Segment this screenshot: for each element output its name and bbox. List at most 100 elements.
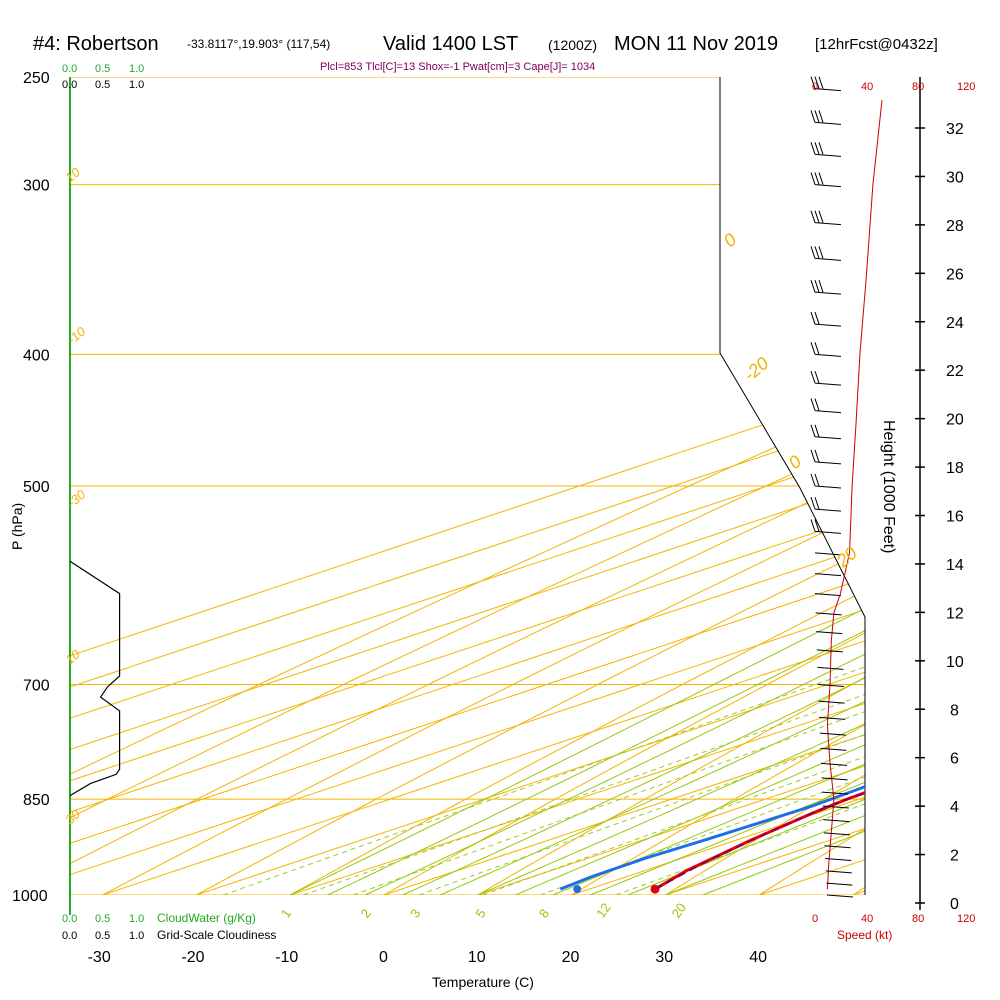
cloud-water-scale-bottom: 1.0 [129,913,144,925]
mixing-ratio-line [303,353,865,895]
cloudiness-scale-bottom: 0.0 [62,930,77,942]
wind-speed-profile [826,100,883,890]
speed-scale-bottom: 120 [957,913,975,925]
dry-adiabat [70,77,865,895]
isotherm-line [852,77,865,895]
mixing-ratio-line [418,353,865,895]
height-tick-label: 4 [950,799,959,816]
temperature-tick-label: 10 [468,949,486,966]
dry-adiabat-label: 20 [832,543,861,572]
mixing-ratio-label: 20 [668,900,689,920]
speed-scale-top: 0 [812,81,818,93]
dry-adiabat-label: -20 [740,353,773,385]
speed-scale-top: 40 [861,81,873,93]
mixing-ratio-label: 12 [593,900,614,920]
moist-adiabat [552,184,865,895]
speed-scale-bottom: 40 [861,913,873,925]
wind-barb [810,473,842,489]
cloudiness-scale-bottom: 0.5 [95,930,110,942]
wind-barb [810,370,842,386]
wind-barb [814,552,842,556]
mixing-ratio-label: 1 [278,906,294,921]
mixing-ratio-line [615,353,865,895]
wind-barb [810,519,842,534]
wind-barb [826,882,853,886]
isotherm-line [70,77,865,895]
speed-axis-title: Speed (kt) [837,928,892,942]
speed-scale-bottom: 80 [912,913,924,925]
dry-adiabat-label: 30 [62,806,83,827]
cloud-water-scale-top: 1.0 [129,63,144,75]
cloudiness-scale-top: 0.0 [62,79,77,91]
pressure-tick-label: 500 [23,479,50,496]
dewpoint-line [559,98,865,891]
temperature-tick-label: 0 [379,949,388,966]
parcel-parameters: Plcl=853 Tlcl[C]=13 Shox=-1 Pwat[cm]=3 C… [320,61,595,73]
height-tick-label: 24 [946,315,964,332]
cloudiness-scale-top: 1.0 [129,79,144,91]
wind-barb [810,142,842,157]
wind-barb [814,573,842,577]
cloudiness-scale-top: 0.5 [95,79,110,91]
wind-barb [815,612,842,616]
wind-barb [810,496,842,512]
isotherm-line [70,77,865,895]
dry-adiabat [571,77,865,895]
wind-barb [819,732,846,736]
pressure-tick-label: 400 [23,347,50,364]
station-title: #4: Robertson [33,33,159,55]
cloudiness-label: Grid-Scale Cloudiness [157,928,276,942]
pressure-tick-label: 850 [23,792,50,809]
wind-barb [822,791,849,795]
speed-scale-top: 80 [912,81,924,93]
wind-barb [826,894,854,898]
mixing-ratio-line [353,353,865,895]
moist-adiabat [590,184,865,895]
wind-barb [825,870,852,874]
speed-scale-top: 120 [957,81,975,93]
temperature-tick-label: -30 [88,949,111,966]
dry-adiabat-label: 0 [720,229,741,251]
mixing-ratio-line [539,353,865,895]
height-tick-label: 28 [946,218,964,235]
temperature-tick-label: 30 [655,949,673,966]
valid-zulu: (1200Z) [548,37,597,53]
temperature-tick-label: 40 [749,949,767,966]
height-tick-label: 22 [946,363,964,380]
wind-barb [817,666,844,670]
height-axis-title: Height (1000 Feet) [880,420,897,553]
wind-barb [810,342,842,357]
height-tick-label: 12 [946,605,964,622]
cloudiness-scale-bottom: 1.0 [129,930,144,942]
forecast-run: [12hrFcst@0432z] [815,36,938,53]
wind-barb [810,280,842,295]
moist-adiabat [402,184,865,895]
isotherm-line [290,77,865,895]
wind-barb [816,649,843,653]
wind-barb [824,845,851,849]
wind-barb [810,449,842,465]
wind-barb [810,246,842,261]
dry-adiabat-label: -10 [64,323,89,347]
moist-adiabat [477,184,865,895]
height-tick-label: 32 [946,121,964,138]
parcel-line [654,163,865,890]
cloud-water-scale-bottom: 0.5 [95,913,110,925]
y-axis-title: P (hPa) [9,503,25,550]
cloud-water-scale-top: 0.5 [95,63,110,75]
cloud-water-scale-top: 0.0 [62,63,77,75]
cloud-water-label: CloudWater (g/Kg) [157,911,256,925]
surface-dewpoint-marker [573,885,582,894]
dry-adiabat-label: -30 [64,486,89,510]
isotherm-line [383,77,865,895]
wind-barb [825,857,852,861]
dry-adiabat [383,77,865,895]
isotherm-line [70,77,865,895]
dry-adiabat [196,77,865,895]
temperature-tick-label: -10 [275,949,298,966]
height-tick-label: 16 [946,509,964,526]
isotherm-line [70,77,865,895]
pressure-tick-label: 1000 [12,888,48,905]
mixing-ratio-label: 5 [472,906,488,921]
